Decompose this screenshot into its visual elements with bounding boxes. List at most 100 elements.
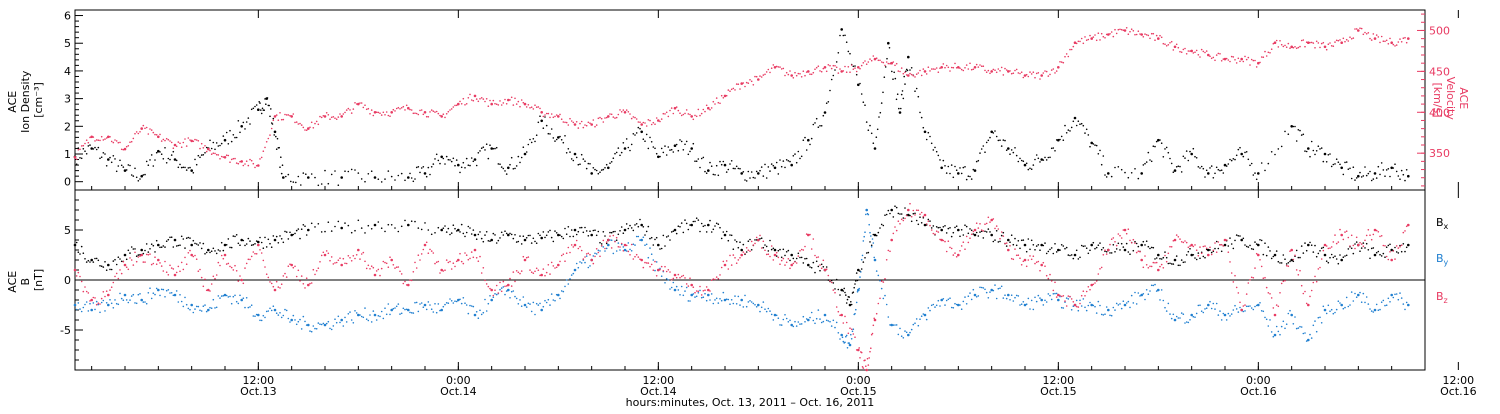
- trace-dot: [262, 150, 265, 152]
- trace-dot: [1395, 293, 1398, 295]
- trace-dot: [1330, 246, 1333, 248]
- data-point: [357, 313, 360, 317]
- data-point: [440, 228, 444, 232]
- trace-dot: [742, 171, 745, 173]
- trace-dot: [1329, 42, 1331, 44]
- data-point: [473, 94, 477, 98]
- trace-dot: [1070, 254, 1073, 256]
- velocity-tick-label: 350: [1429, 147, 1450, 160]
- trace-dot: [1085, 128, 1088, 131]
- data-point: [1140, 33, 1143, 36]
- trace-dot: [465, 103, 468, 105]
- trace-dot: [144, 261, 146, 263]
- trace-dot: [385, 262, 388, 265]
- trace-dot: [281, 164, 284, 166]
- trace-dot: [75, 275, 78, 277]
- trace-dot: [827, 320, 830, 322]
- trace-dot: [460, 223, 463, 226]
- trace-dot: [860, 268, 863, 270]
- trace-dot: [320, 116, 323, 119]
- trace-dot: [610, 161, 613, 163]
- trace-dot: [780, 165, 783, 168]
- trace-dot: [834, 65, 836, 67]
- trace-dot: [235, 162, 238, 164]
- trace-dot: [1202, 245, 1205, 248]
- trace-dot: [1239, 60, 1241, 63]
- trace-dot: [654, 147, 656, 150]
- trace-dot: [797, 150, 800, 153]
- trace-dot: [539, 302, 541, 305]
- trace-dot: [1275, 39, 1278, 42]
- trace-dot: [480, 237, 483, 240]
- trace-dot: [1137, 245, 1140, 248]
- trace-dot: [1332, 45, 1335, 47]
- trace-dot: [839, 68, 841, 70]
- trace-dot: [999, 139, 1001, 141]
- trace-dot: [979, 231, 981, 233]
- trace-dot: [339, 257, 341, 260]
- trace-dot: [835, 66, 838, 69]
- data-point: [673, 228, 677, 232]
- trace-dot: [725, 230, 728, 233]
- trace-dot: [1119, 303, 1121, 305]
- trace-dot: [1384, 175, 1386, 177]
- trace-dot: [149, 128, 151, 130]
- trace-dot: [1192, 147, 1195, 150]
- trace-dot: [659, 268, 661, 271]
- trace-dot: [320, 254, 323, 257]
- trace-dot: [822, 320, 825, 323]
- time-tick-label: 0:00: [846, 374, 871, 387]
- trace-dot: [1059, 294, 1061, 297]
- trace-dot: [84, 303, 86, 306]
- trace-dot: [470, 157, 473, 159]
- trace-dot: [1202, 255, 1205, 258]
- trace-dot: [1005, 245, 1008, 247]
- trace-dot: [992, 240, 995, 243]
- trace-dot: [160, 246, 163, 248]
- trace-dot: [314, 122, 316, 125]
- trace-dot: [225, 294, 228, 297]
- trace-dot: [155, 134, 158, 136]
- trace-dot: [589, 253, 591, 256]
- trace-dot: [1072, 301, 1075, 303]
- trace-dot: [1050, 298, 1053, 301]
- trace-dot: [325, 322, 328, 325]
- data-point: [473, 233, 477, 237]
- legend-by-subscript: y: [1444, 258, 1449, 267]
- trace-dot: [775, 161, 778, 164]
- trace-dot: [637, 235, 640, 238]
- data-point: [1140, 172, 1143, 175]
- trace-dot: [1075, 305, 1078, 308]
- trace-dot: [225, 154, 228, 156]
- trace-dot: [744, 85, 746, 88]
- trace-dot: [184, 247, 186, 249]
- trace-dot: [820, 267, 823, 270]
- trace-dot: [905, 214, 908, 217]
- trace-dot: [1117, 242, 1120, 245]
- data-point: [773, 248, 777, 252]
- trace-dot: [780, 68, 783, 70]
- trace-dot: [825, 268, 828, 271]
- trace-dot: [1215, 240, 1218, 243]
- trace-dot: [120, 164, 123, 167]
- trace-dot: [397, 303, 400, 305]
- trace-dot: [89, 302, 91, 305]
- trace-dot: [614, 152, 616, 155]
- trace-dot: [444, 269, 446, 272]
- trace-dot: [1399, 38, 1401, 40]
- trace-dot: [185, 263, 188, 266]
- trace-dot: [884, 64, 886, 67]
- trace-dot: [794, 153, 796, 155]
- trace-dot: [850, 303, 853, 306]
- data-point: [423, 111, 427, 114]
- trace-dot: [750, 301, 753, 303]
- trace-dot: [979, 152, 981, 154]
- trace-dot: [650, 253, 653, 255]
- trace-dot: [1187, 159, 1190, 162]
- trace-dot: [727, 239, 730, 242]
- trace-dot: [904, 330, 906, 332]
- trace-dot: [199, 156, 201, 159]
- trace-dot: [829, 89, 831, 92]
- trace-dot: [739, 167, 741, 170]
- trace-dot: [1110, 31, 1113, 33]
